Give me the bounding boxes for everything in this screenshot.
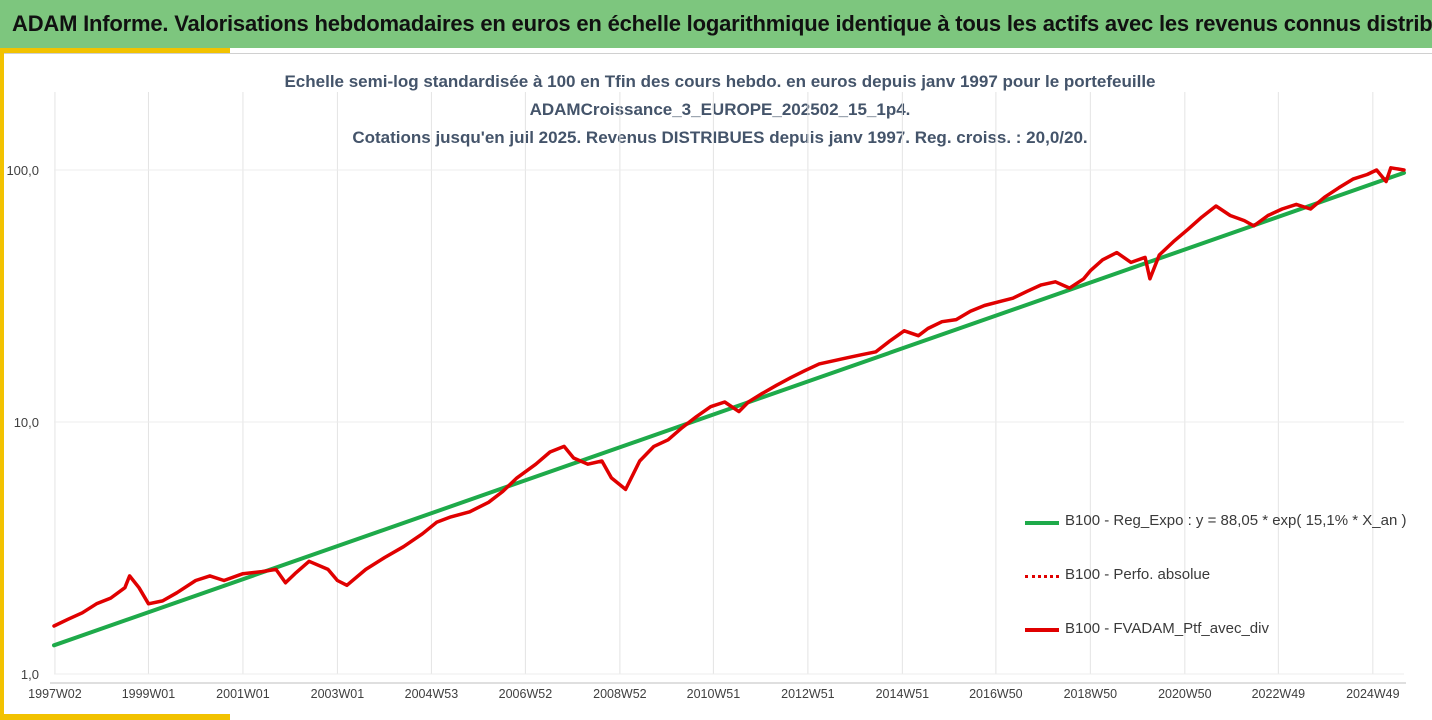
accent-bar-bottom: [0, 714, 230, 720]
legend-swatch-fvadam: [1025, 628, 1059, 632]
x-tick-label-0: 1997W02: [28, 687, 82, 701]
x-tick-label-5: 2006W52: [499, 687, 553, 701]
x-tick-label-2: 2001W01: [216, 687, 270, 701]
x-tick-label-13: 2022W49: [1252, 687, 1306, 701]
y-tick-label-1: 10,0: [14, 415, 39, 430]
x-tick-label-14: 2024W49: [1346, 687, 1400, 701]
legend-label-fvadam: B100 - FVADAM_Ptf_avec_div: [1065, 620, 1269, 637]
x-tick-label-1: 1999W01: [122, 687, 176, 701]
y-tick-label-2: 100,0: [6, 163, 39, 178]
series-line-2: [52, 166, 1406, 628]
x-tick-label-11: 2018W50: [1064, 687, 1118, 701]
report-title: ADAM Informe. Valorisations hebdomadaire…: [12, 11, 1432, 36]
chart-title: Echelle semi-log standardisée à 100 en T…: [0, 68, 1432, 152]
y-tick-label-0: 1,0: [21, 667, 39, 682]
x-tick-label-8: 2012W51: [781, 687, 835, 701]
x-tick-label-3: 2003W01: [311, 687, 365, 701]
series-line-0: [52, 170, 1406, 648]
header-banner: ADAM Informe. Valorisations hebdomadaire…: [0, 0, 1432, 48]
x-tick-label-10: 2016W50: [969, 687, 1023, 701]
chart-frame: [4, 53, 1432, 714]
x-tick-label-9: 2014W51: [876, 687, 930, 701]
chart-title-line-3: Cotations jusqu'en juil 2025. Revenus DI…: [352, 128, 1088, 147]
accent-bar-left: [0, 48, 4, 720]
legend-item-perfo: B100 - Perfo. absolue: [1025, 566, 1425, 586]
legend-item-regression: B100 - Reg_Expo : y = 88,05 * exp( 15,1%…: [1025, 512, 1425, 532]
legend-label-regression: B100 - Reg_Expo : y = 88,05 * exp( 15,1%…: [1065, 512, 1407, 529]
legend-label-perfo: B100 - Perfo. absolue: [1065, 566, 1211, 583]
x-tick-label-12: 2020W50: [1158, 687, 1212, 701]
chart-title-line-2: ADAMCroissance_3_EUROPE_202502_15_1p4.: [529, 100, 911, 119]
accent-bar-top: [0, 48, 230, 53]
legend-swatch-perfo: [1025, 575, 1059, 578]
legend-item-fvadam: B100 - FVADAM_Ptf_avec_div: [1025, 620, 1425, 640]
x-tick-label-7: 2010W51: [687, 687, 741, 701]
legend-swatch-regression: [1025, 521, 1059, 525]
x-tick-label-6: 2008W52: [593, 687, 647, 701]
chart-title-line-1: Echelle semi-log standardisée à 100 en T…: [284, 72, 1156, 91]
x-tick-label-4: 2004W53: [405, 687, 459, 701]
